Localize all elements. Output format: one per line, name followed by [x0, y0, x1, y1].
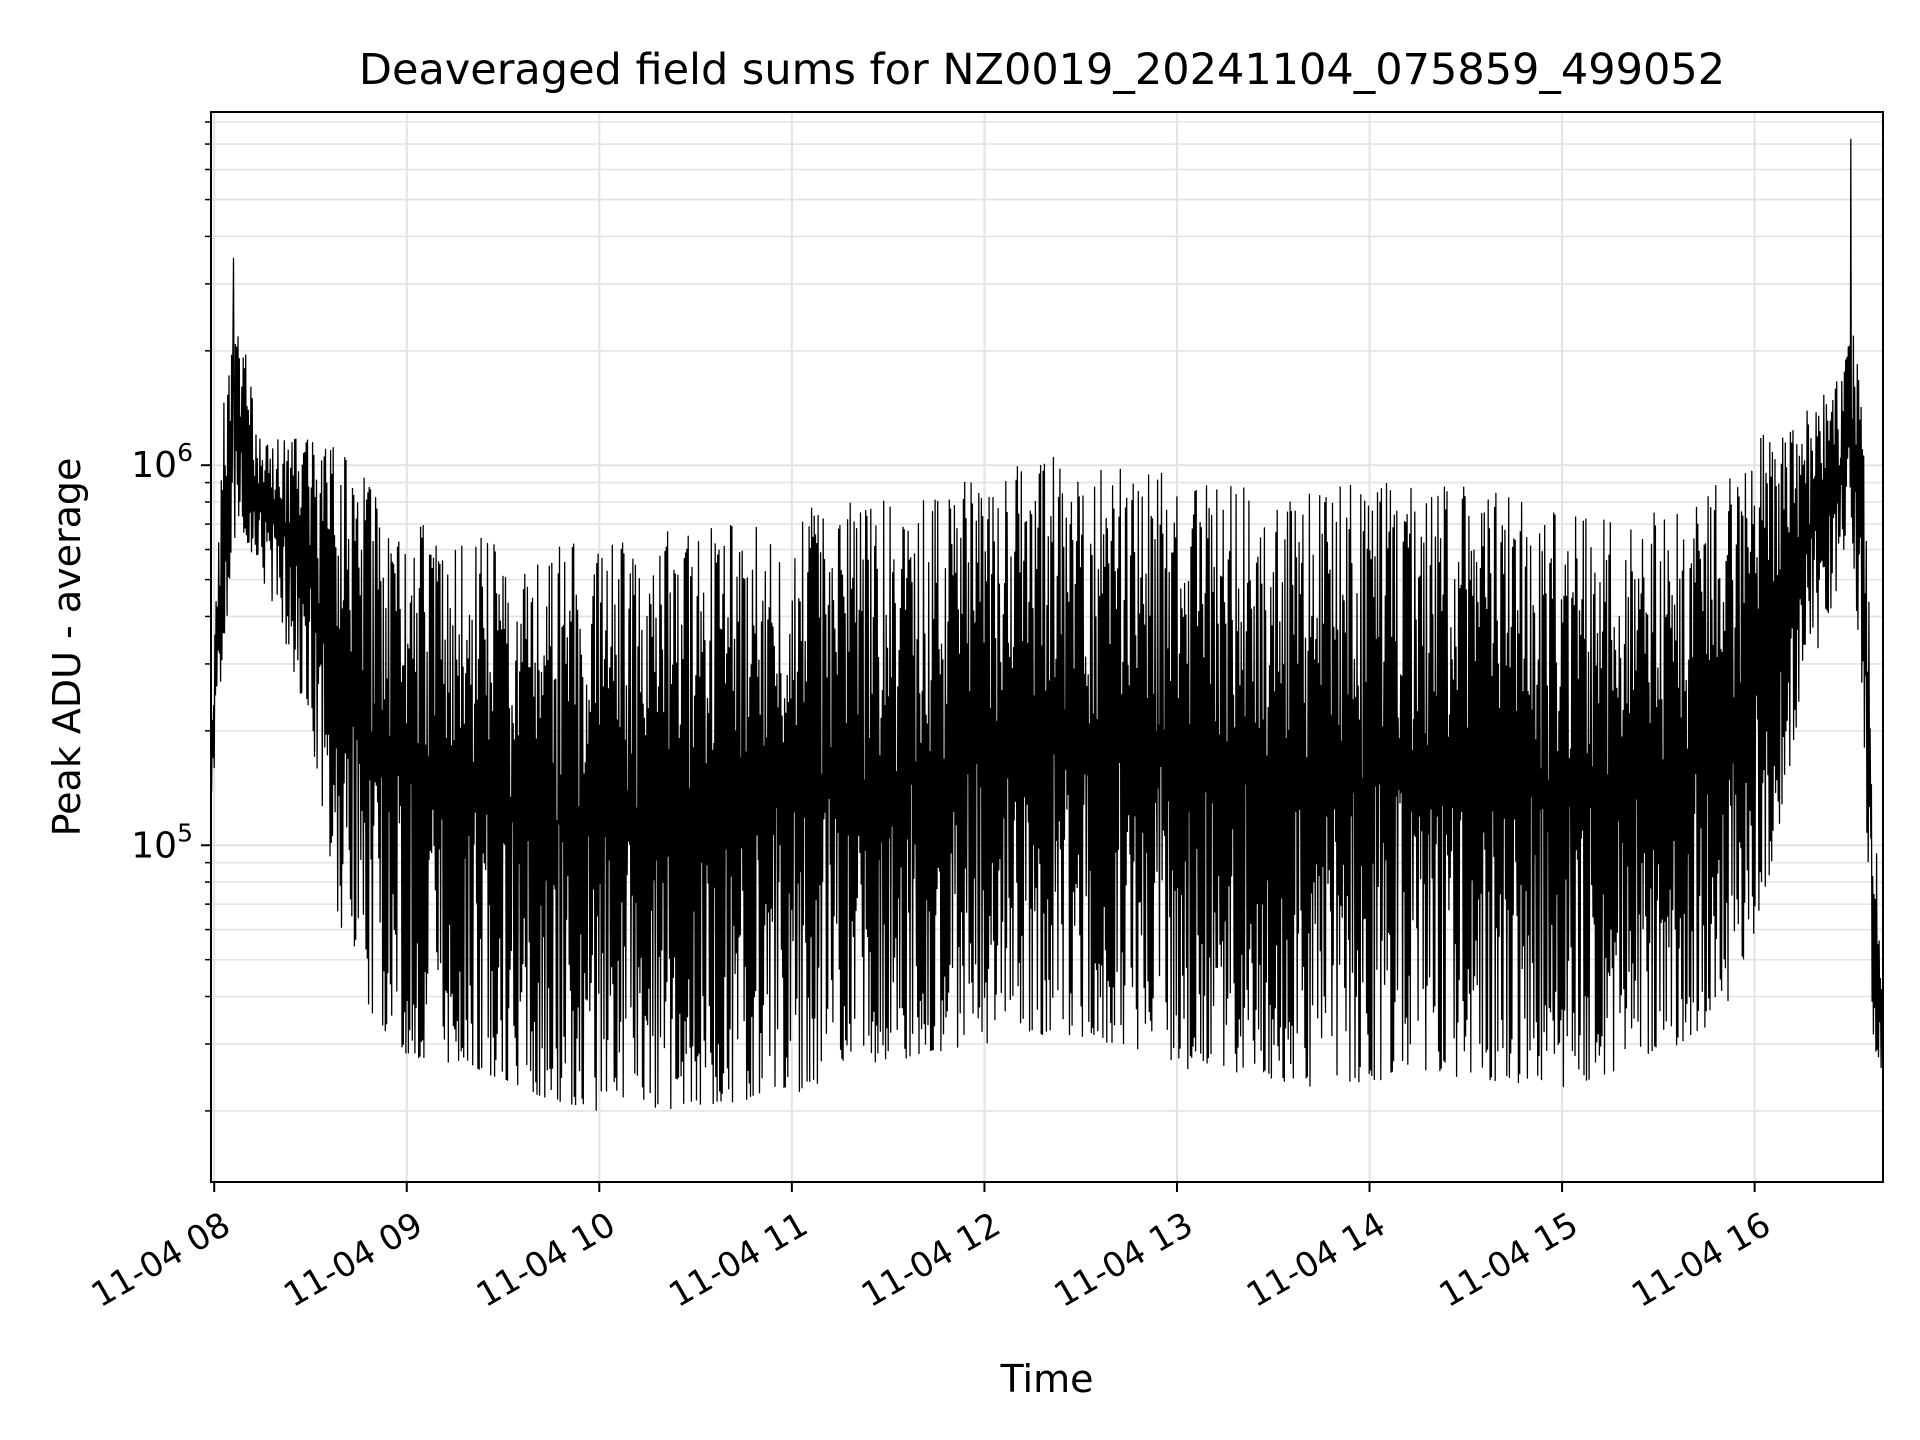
- y-axis-label: Peak ADU - average: [45, 458, 89, 837]
- series-line: [210, 138, 1884, 1111]
- chart-title: Deaveraged field sums for NZ0019_2024110…: [359, 45, 1725, 95]
- y-tick-label: 105: [131, 818, 193, 866]
- x-axis-label: Time: [1000, 1357, 1094, 1401]
- plot-area-frame: [210, 111, 1884, 1183]
- y-tick-label: 106: [131, 438, 193, 486]
- y-axis: 105 106: [131, 121, 211, 1112]
- series-line-group: [210, 138, 1884, 1111]
